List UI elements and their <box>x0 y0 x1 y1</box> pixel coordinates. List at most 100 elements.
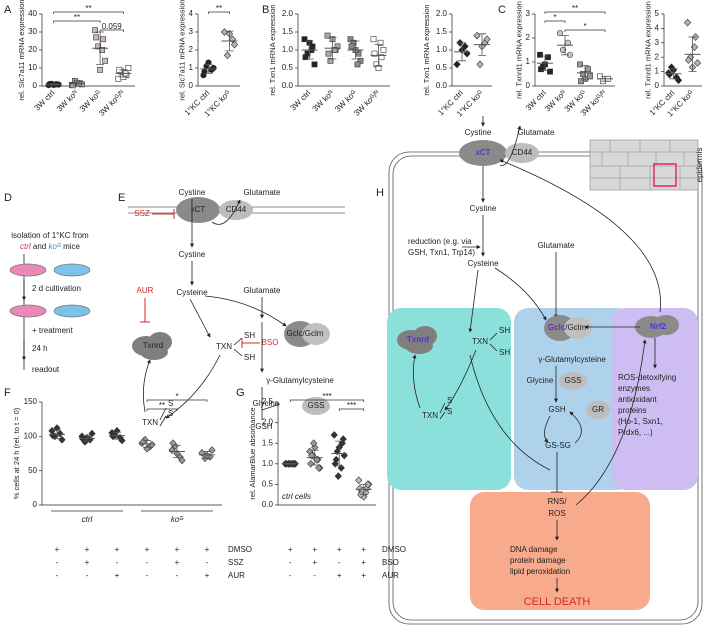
treatment-sign: + <box>312 545 317 554</box>
significance-label: ** <box>74 13 80 22</box>
data-point <box>483 35 491 44</box>
data-point <box>683 18 692 27</box>
protein <box>219 200 253 220</box>
data-point <box>58 435 66 444</box>
error-bar <box>143 440 151 448</box>
significance-bracket <box>146 399 208 402</box>
arrow <box>189 298 211 338</box>
significance-label: 0.059 <box>102 22 123 31</box>
inhibition <box>140 298 150 323</box>
text: ctrl <box>20 242 31 251</box>
y-axis-label: rel. Txn1 mRNA expression <box>268 4 277 95</box>
error-bar <box>173 444 181 459</box>
y-tick-label: 0.5 <box>262 480 274 489</box>
y-tick-label: 2.0 <box>262 418 274 427</box>
data-point <box>340 451 348 460</box>
data-point <box>538 66 544 73</box>
label: Cystine <box>470 204 497 213</box>
label: S <box>447 396 452 405</box>
error-bar <box>541 55 549 71</box>
x-tick-label: 3W koᴳ/ᴺ <box>352 88 382 118</box>
error-bar <box>328 37 337 60</box>
treatment-sign: + <box>115 571 120 580</box>
bond <box>489 332 498 352</box>
y-tick-label: 3 <box>189 27 194 36</box>
dishes <box>9 263 91 318</box>
x-tick-label: 3W koᴺ <box>55 88 80 113</box>
data-point <box>331 47 338 53</box>
y-tick-label: 2 <box>526 33 531 42</box>
data-point <box>332 455 340 464</box>
label: GSH <box>548 405 566 414</box>
label: TXN <box>472 337 488 346</box>
label: γ-Glutamylcysteine <box>538 355 606 364</box>
data-point <box>693 59 702 67</box>
data-point <box>355 476 363 485</box>
step-text: 2 d cultivation <box>32 284 81 293</box>
data-point <box>347 36 354 43</box>
y-tick-label: 0.0 <box>262 500 274 509</box>
label: Glutamate <box>244 286 281 295</box>
y-tick-label: 1 <box>526 57 531 66</box>
data-point <box>556 30 564 37</box>
treatment-sign: + <box>361 558 366 567</box>
panel-label: E <box>118 192 125 204</box>
data-point <box>223 51 232 60</box>
y-tick-label: 4 <box>189 9 194 18</box>
data-point <box>559 46 567 54</box>
significance-bracket <box>544 11 606 14</box>
significance-bracket <box>99 29 124 32</box>
label: Txnrd <box>407 335 429 344</box>
panel-label: A <box>4 4 12 16</box>
treatment-sign: + <box>85 545 90 554</box>
label: GSH <box>255 422 273 431</box>
label: Glutamate <box>538 241 575 250</box>
inhibition <box>551 452 563 493</box>
error-bar <box>478 33 486 56</box>
treatment-sign: - <box>56 571 59 580</box>
label: GS-SG <box>545 441 571 450</box>
label: CELL DEATH <box>524 596 591 608</box>
x-tick-label: 3W ctrl <box>33 88 57 112</box>
y-tick-label: 50 <box>28 466 37 475</box>
treatment-sign: + <box>361 571 366 580</box>
arrow <box>575 339 647 506</box>
data-point <box>545 54 551 61</box>
error-bar <box>49 83 58 86</box>
compartment <box>470 492 650 610</box>
text: and <box>33 242 46 251</box>
label: xCT <box>475 148 490 157</box>
label: SH <box>499 348 510 357</box>
arrow <box>468 269 479 333</box>
treatment-sign: - <box>289 571 292 580</box>
significance-label: *** <box>347 401 356 410</box>
arrow <box>444 349 477 411</box>
y-tick-label: 1.5 <box>436 27 448 36</box>
label: Glycine <box>527 376 554 385</box>
label: epidermis <box>695 148 704 183</box>
panel-label: B <box>262 4 269 16</box>
data-point <box>357 490 365 499</box>
significance-bracket <box>208 11 230 14</box>
data-point <box>95 43 102 50</box>
panel-label: G <box>236 387 245 399</box>
data-point <box>97 66 104 73</box>
y-tick-label: 0.0 <box>282 81 294 90</box>
treatment-sign: + <box>175 545 180 554</box>
y-axis-label: % cells at 24 h (rel. to t = 0) <box>12 407 21 499</box>
treatment-sign: + <box>85 558 90 567</box>
label: Cysteine <box>176 288 208 297</box>
treatment-sign: + <box>55 545 60 554</box>
data-point <box>463 49 471 58</box>
inhibitor: SSZ <box>134 209 150 218</box>
error-bar <box>359 484 368 495</box>
treatment-sign: - <box>86 571 89 580</box>
compartment <box>514 308 632 490</box>
data-point <box>208 446 216 454</box>
y-tick-label: 0.0 <box>436 81 448 90</box>
significance-bracket <box>544 20 566 23</box>
data-point <box>92 27 99 34</box>
error-bar <box>669 68 678 80</box>
arrow <box>569 411 582 444</box>
